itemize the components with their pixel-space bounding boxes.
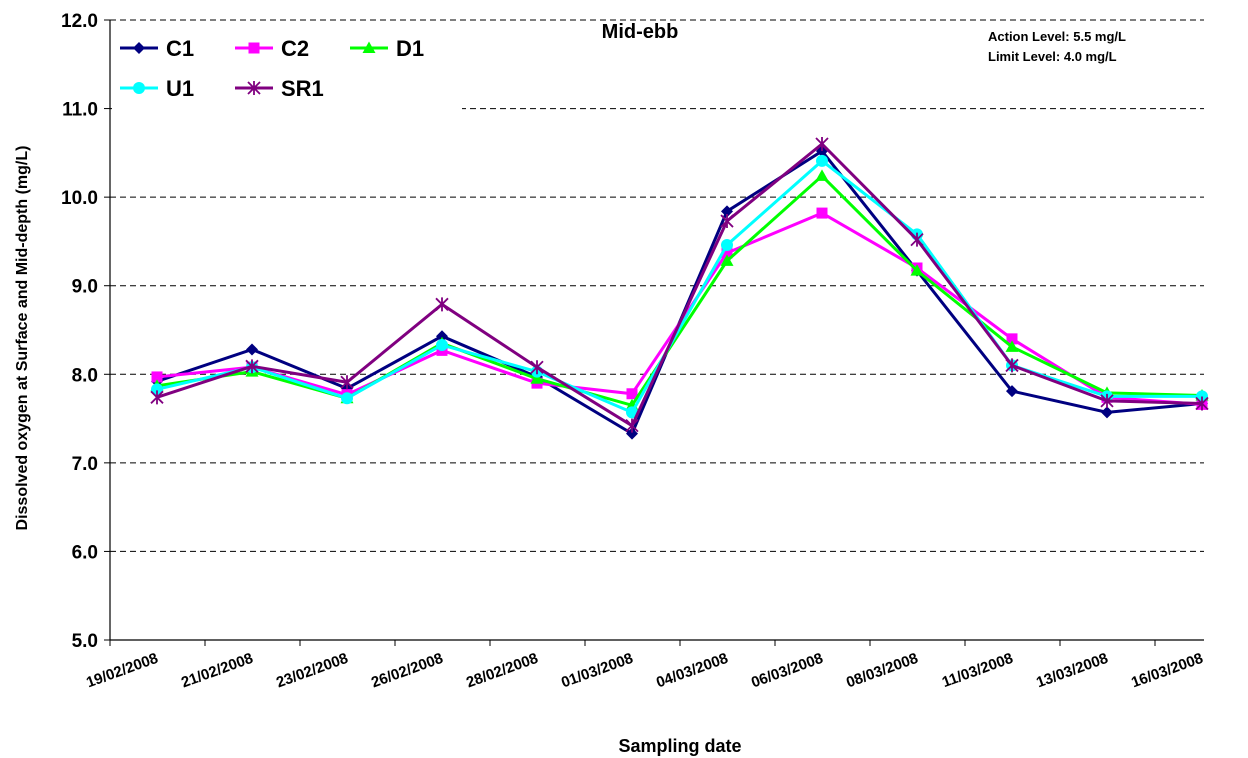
gridlines — [110, 19, 1204, 552]
data-point-u1 — [341, 392, 353, 405]
data-point-c2 — [626, 388, 638, 400]
data-point-u1 — [626, 406, 638, 419]
series-line-d1 — [156, 173, 1203, 408]
data-point-sr1 — [245, 359, 259, 374]
x-tick-label: 04/03/2008 — [654, 650, 730, 692]
x-tick-label: 21/02/2008 — [179, 650, 255, 692]
data-point-u1 — [816, 154, 828, 167]
legend-marker — [248, 42, 260, 54]
data-point-c1 — [721, 205, 733, 218]
x-tick-label: 08/03/2008 — [844, 650, 920, 692]
x-tick-label: 11/03/2008 — [940, 650, 1016, 691]
data-point-c2 — [151, 371, 163, 383]
x-tick-label: 28/02/2008 — [464, 650, 540, 692]
y-tick-label: 7.0 — [72, 454, 98, 475]
data-point-d1 — [530, 372, 544, 384]
x-tick-label: 19/02/2008 — [84, 650, 160, 692]
data-point-sr1 — [815, 137, 829, 151]
y-tick-label: 8.0 — [72, 365, 98, 386]
data-point-c2 — [816, 207, 828, 219]
data-point-u1 — [151, 383, 163, 396]
annotation-limit-level: Limit Level: 4.0 mg/L — [988, 49, 1117, 64]
data-point-sr1 — [1100, 393, 1114, 408]
data-point-u1 — [721, 238, 733, 251]
y-tick-label: 11.0 — [62, 100, 98, 121]
data-point-c2 — [721, 247, 733, 259]
data-point-sr1 — [625, 418, 639, 433]
series-sr1 — [150, 137, 1209, 433]
data-point-c2 — [1006, 333, 1018, 345]
legend-item-u1: U1 — [120, 76, 194, 101]
x-tick-label: 01/03/2008 — [559, 650, 635, 692]
legend-item-d1: D1 — [350, 36, 424, 61]
y-tick-label: 6.0 — [72, 542, 98, 563]
legend-label: D1 — [396, 36, 424, 61]
data-point-d1 — [1005, 340, 1019, 352]
series-line-c1 — [156, 149, 1203, 436]
data-point-sr1 — [340, 375, 354, 390]
legend-background — [112, 22, 462, 120]
series-group — [150, 137, 1209, 440]
legend-item-c1: C1 — [120, 36, 194, 61]
axes — [109, 20, 1204, 641]
data-point-sr1 — [150, 390, 164, 405]
y-axis-ticks: 5.0 6.0 7.0 8.0 9.0 10.0 11.0 12.0 — [61, 11, 110, 652]
legend-marker — [362, 41, 376, 53]
legend-marker — [247, 81, 261, 95]
y-tick-label: 9.0 — [72, 277, 98, 298]
legend-label: C1 — [166, 36, 194, 61]
x-tick-label: 23/02/2008 — [274, 650, 350, 692]
data-point-sr1 — [720, 214, 734, 229]
data-point-d1 — [815, 169, 829, 181]
y-axis-label: Dissolved oxygen at Surface and Mid-dept… — [14, 146, 31, 531]
legend-label: SR1 — [281, 76, 324, 101]
legend-item-c2: C2 — [235, 36, 309, 61]
data-point-d1 — [910, 264, 924, 276]
data-point-c1 — [1006, 385, 1018, 398]
x-axis-label: Sampling date — [618, 736, 741, 756]
data-point-c1 — [626, 427, 638, 440]
x-tick-label: 26/02/2008 — [369, 650, 445, 692]
legend-marker — [133, 82, 145, 94]
data-point-c1 — [246, 343, 258, 356]
legend-item-sr1: SR1 — [235, 76, 324, 101]
data-point-sr1 — [530, 360, 544, 375]
data-point-sr1 — [1005, 358, 1019, 373]
y-tick-label: 5.0 — [72, 631, 98, 652]
x-axis-ticks: 19/02/2008 21/02/2008 23/02/2008 26/02/2008… — [84, 640, 1205, 691]
data-point-sr1 — [435, 297, 449, 312]
data-point-sr1 — [1195, 396, 1209, 411]
y-tick-label: 10.0 — [61, 188, 98, 209]
data-point-c1 — [1101, 406, 1113, 419]
x-tick-label: 16/03/2008 — [1129, 650, 1205, 692]
data-point-d1 — [720, 254, 734, 266]
data-point-c1 — [436, 330, 448, 343]
x-tick-label: 06/03/2008 — [749, 650, 825, 692]
series-line-sr1 — [156, 141, 1203, 428]
legend-marker — [133, 42, 145, 54]
x-tick-label: 13/03/2008 — [1034, 650, 1110, 692]
annotation-action-level: Action Level: 5.5 mg/L — [988, 29, 1126, 44]
data-point-sr1 — [910, 232, 924, 247]
legend-label: U1 — [166, 76, 194, 101]
y-tick-label: 12.0 — [61, 11, 98, 32]
chart-title: Mid-ebb — [602, 21, 679, 43]
series-c1 — [151, 145, 1208, 440]
data-point-u1 — [436, 339, 448, 352]
legend: C1 C2 D1 U1 SR1 — [112, 22, 462, 120]
legend-label: C2 — [281, 36, 309, 61]
